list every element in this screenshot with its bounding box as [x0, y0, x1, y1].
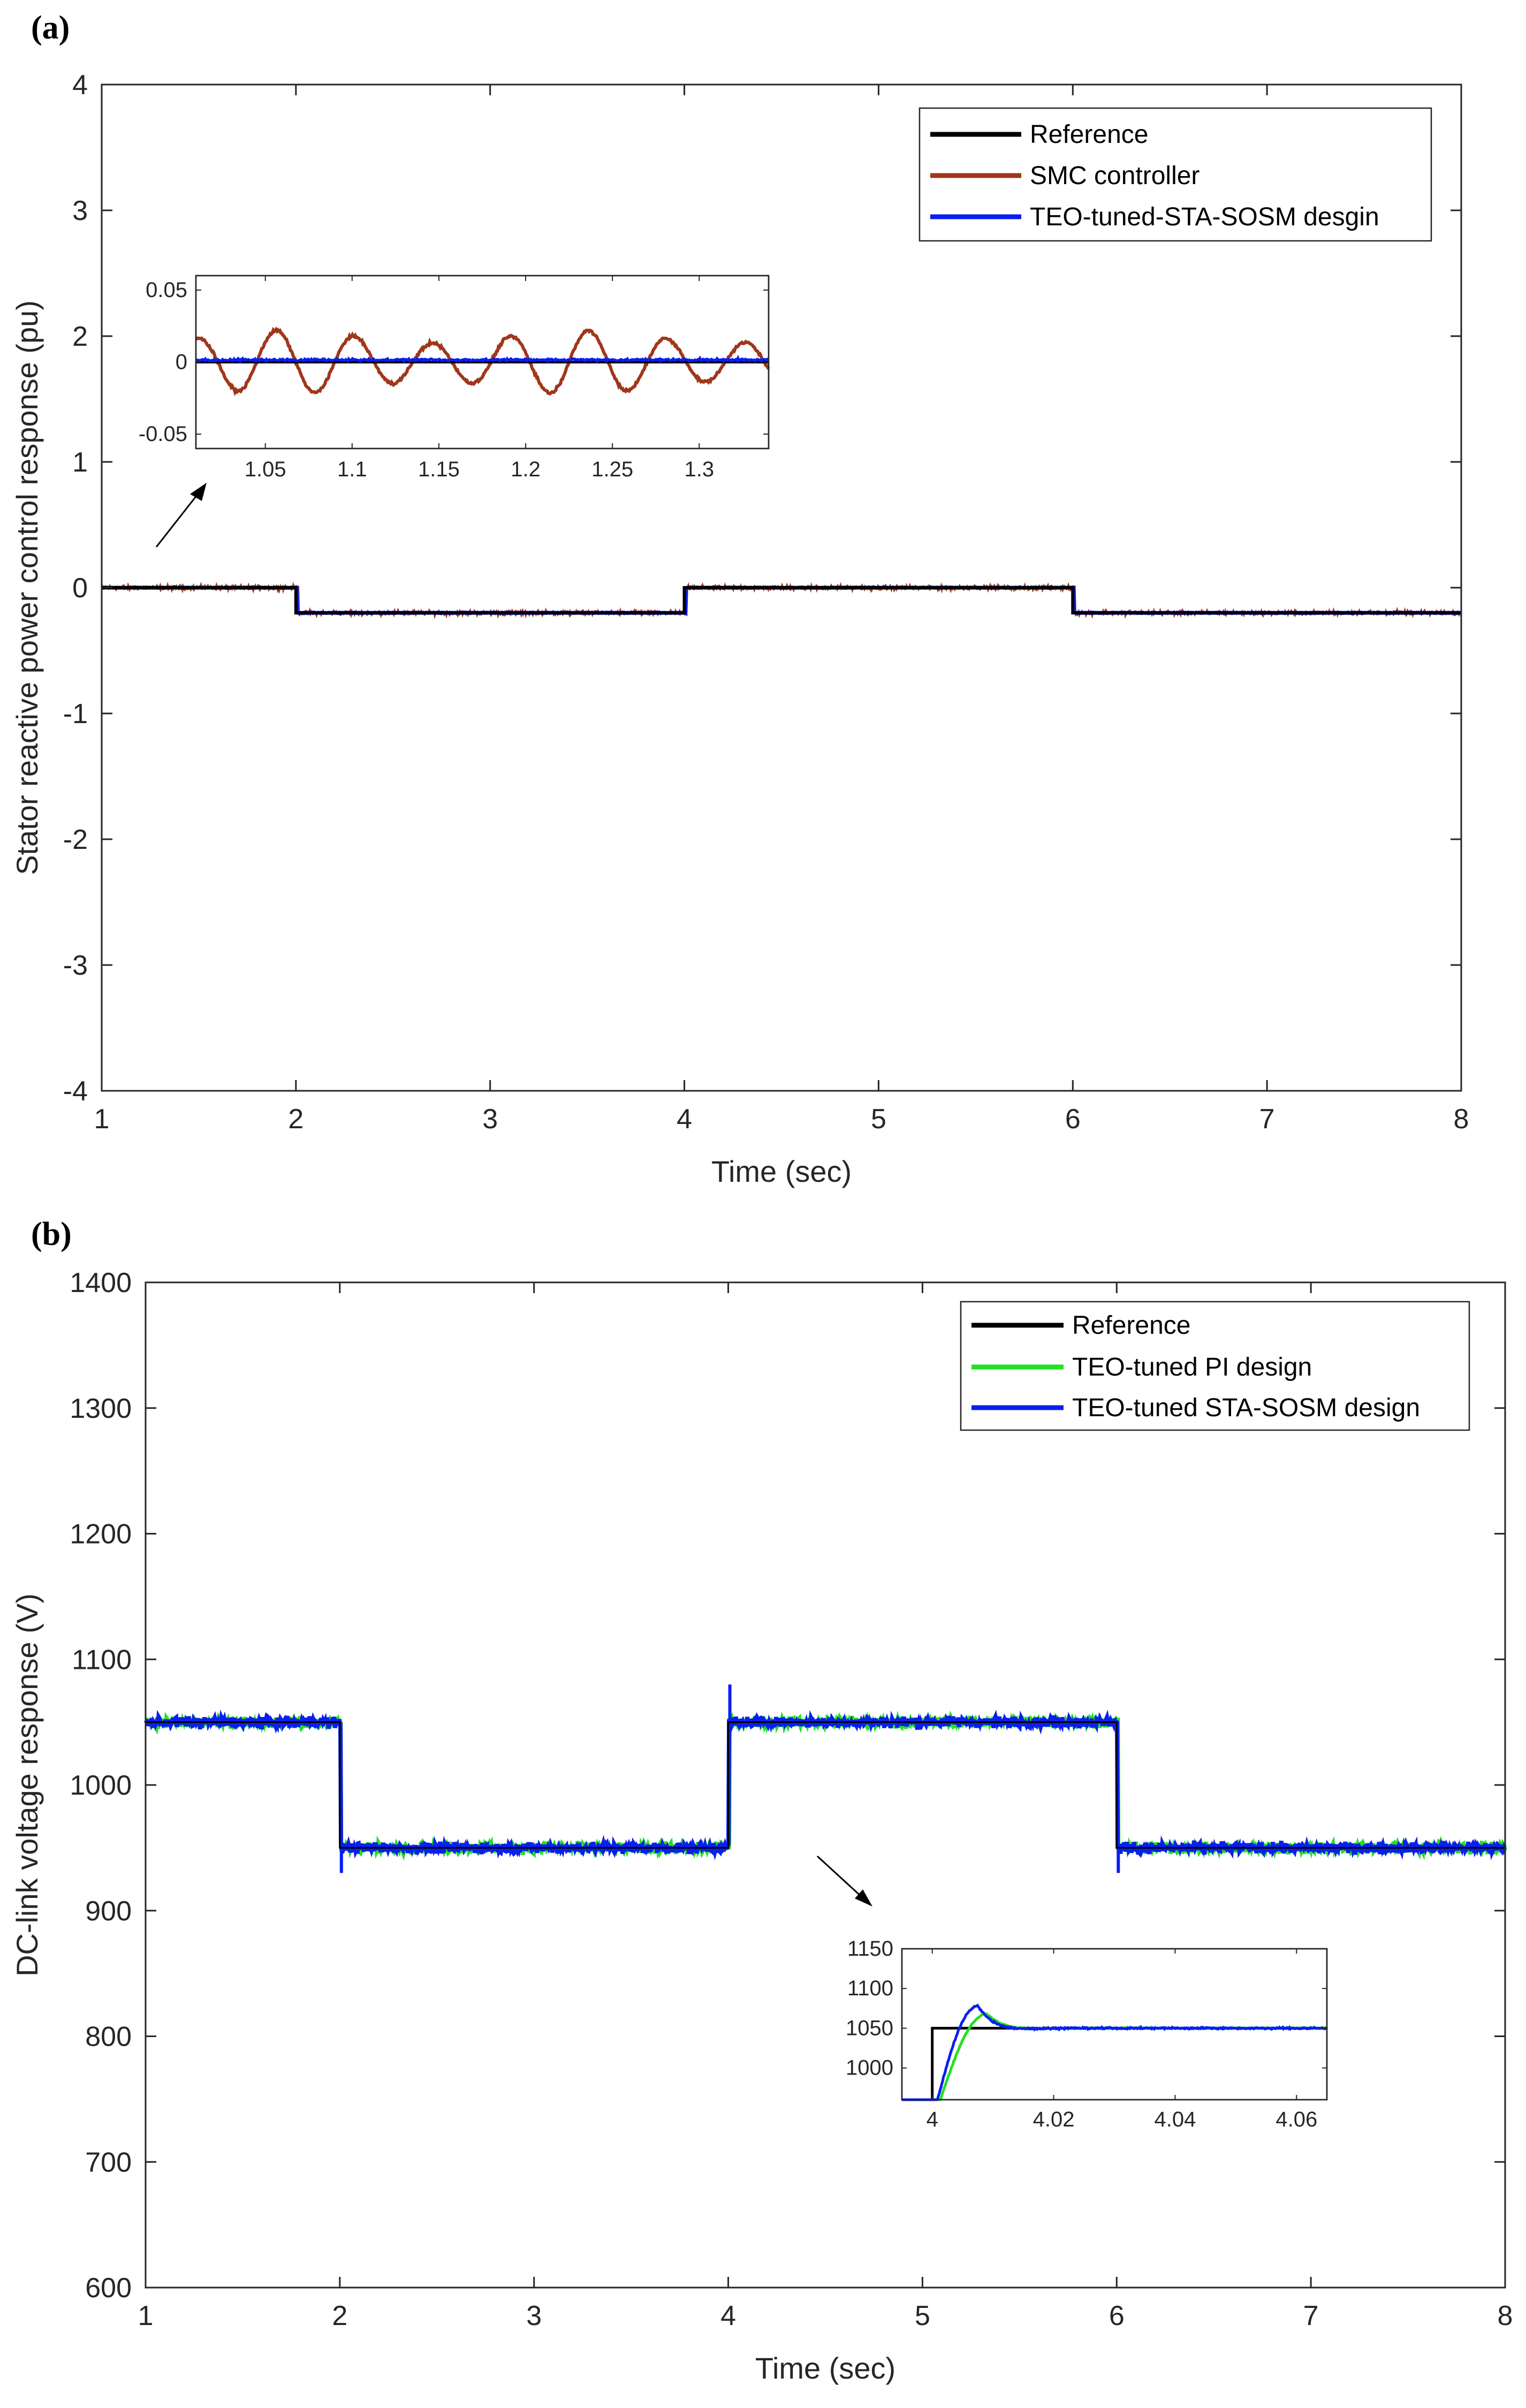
- x-tick-label: 8: [1498, 2300, 1513, 2331]
- y-tick-label: 1300: [70, 1393, 132, 1424]
- x-tick-label: 4: [677, 1104, 692, 1135]
- x-tick-label: 5: [871, 1104, 886, 1135]
- y-tick-label: 900: [85, 1896, 132, 1927]
- x-tick-label: 4: [720, 2300, 736, 2331]
- y-tick-label: 700: [85, 2147, 132, 2178]
- x-tick-label: 8: [1454, 1104, 1469, 1135]
- x-tick-label: 1.15: [418, 458, 460, 481]
- y-tick-label: 1050: [846, 2016, 893, 2040]
- x-tick-label: 1.2: [511, 458, 541, 481]
- x-tick-label: 3: [526, 2300, 542, 2331]
- inset-series-sosm: [195, 354, 769, 364]
- x-tick-label: 5: [915, 2300, 930, 2331]
- x-tick-label: 1: [94, 1104, 110, 1135]
- y-tick-label: -3: [63, 950, 88, 981]
- y-tick-label: 0: [176, 351, 187, 374]
- x-tick-label: 4.06: [1276, 2108, 1317, 2131]
- y-tick-label: -1: [63, 698, 88, 730]
- x-tick-label: 1.25: [591, 458, 633, 481]
- panel-a-zoom-arrow: [155, 483, 207, 548]
- legend-label-sosm: TEO-tuned-STA-SOSM desgin: [1030, 203, 1379, 231]
- y-tick-label: 0.05: [146, 278, 187, 302]
- x-tick-label: 6: [1065, 1104, 1081, 1135]
- x-tick-label: 1.1: [337, 458, 367, 481]
- x-tick-label: 3: [482, 1104, 498, 1135]
- legend-label-reference-b: Reference: [1072, 1311, 1190, 1340]
- legend-label-reference: Reference: [1030, 120, 1148, 149]
- y-tick-label: 0: [72, 573, 88, 604]
- y-tick-label: -0.05: [139, 422, 187, 446]
- y-tick-label: 1100: [72, 1644, 132, 1675]
- series-line-sosm-b: [143, 1710, 1507, 1860]
- panel-b-label: (b): [31, 1216, 72, 1252]
- y-tick-label: 2: [72, 321, 88, 352]
- inset-series-smc: [194, 326, 770, 397]
- x-tick-label: 2: [288, 1104, 303, 1135]
- y-tick-label: 1000: [846, 2056, 893, 2080]
- panel-a-plot-area: 1 2 3 4 5 6 7 8 -4 -3 -2 -1 0 1 2 3 4: [63, 70, 1469, 1135]
- x-tick-label: 4: [927, 2108, 938, 2131]
- x-tick-label: 7: [1303, 2300, 1319, 2331]
- panel-a-chart: (a) 1 2 3 4 5 6 7 8 -4 -3 -2 -1 0 1 2 3 4 Time (sec) Sta…: [10, 10, 1469, 1188]
- y-tick-label: 1100: [847, 1977, 893, 2000]
- legend-label-sosm-b: TEO-tuned STA-SOSM design: [1072, 1394, 1420, 1422]
- x-tick-label: 4.02: [1033, 2108, 1075, 2131]
- panel-b-chart: (b) 1 2 3 4 5 6 7 8 600 700 800 900 1000 1100 1200 1300…: [10, 1216, 1513, 2385]
- panel-a-x-axis-label: Time (sec): [711, 1154, 852, 1188]
- x-tick-label: 6: [1109, 2300, 1125, 2331]
- y-tick-label: 1150: [847, 1937, 893, 1961]
- y-tick-label: -2: [63, 824, 88, 855]
- y-tick-label: 3: [72, 195, 88, 226]
- y-tick-label: 1200: [70, 1519, 132, 1550]
- x-tick-label: 1: [138, 2300, 154, 2331]
- panel-b-y-axis-label: DC-link voltage response (V): [10, 1593, 44, 1977]
- y-tick-label: 4: [72, 70, 88, 101]
- panel-b-x-axis-label: Time (sec): [755, 2351, 895, 2385]
- panel-a-inset: 1.05 1.1 1.15 1.2 1.25 1.3 -0.05 0 0.05: [139, 275, 770, 481]
- legend-label-pi: TEO-tuned PI design: [1072, 1353, 1312, 1381]
- panel-b-zoom-arrow: [816, 1855, 872, 1906]
- x-tick-label: 1.05: [245, 458, 286, 481]
- y-tick-label: 800: [85, 2022, 132, 2053]
- legend-label-smc: SMC controller: [1030, 162, 1199, 190]
- y-tick-label: -4: [63, 1076, 88, 1107]
- x-tick-label: 4.04: [1154, 2108, 1196, 2131]
- y-tick-label: 1: [72, 447, 88, 478]
- y-tick-label: 1400: [70, 1267, 132, 1298]
- y-tick-label: 600: [85, 2273, 132, 2304]
- panel-a-y-axis-label: Stator reactive power control response (…: [10, 300, 44, 875]
- x-tick-label: 2: [332, 2300, 347, 2331]
- inset-series-sosm-b: [902, 2003, 1328, 2101]
- y-tick-label: 1000: [70, 1770, 132, 1801]
- panel-b-inset: 4 4.02 4.04 4.06 1000 1050 1100 1150: [846, 1937, 1328, 2131]
- panel-a-label: (a): [31, 10, 70, 46]
- series-line-reference-b: [146, 1721, 1505, 1849]
- panel-b-legend: Reference TEO-tuned PI design TEO-tuned …: [960, 1301, 1470, 1431]
- series-line-reference: [102, 586, 1461, 614]
- x-tick-label: 7: [1259, 1104, 1275, 1135]
- x-tick-label: 1.3: [684, 458, 714, 481]
- panel-a-legend: Reference SMC controller TEO-tuned-STA-S…: [918, 107, 1432, 242]
- panel-b-plot-area: 1 2 3 4 5 6 7 8 600 700 800 900 1000 1100 1200 1300 1400: [70, 1267, 1513, 2331]
